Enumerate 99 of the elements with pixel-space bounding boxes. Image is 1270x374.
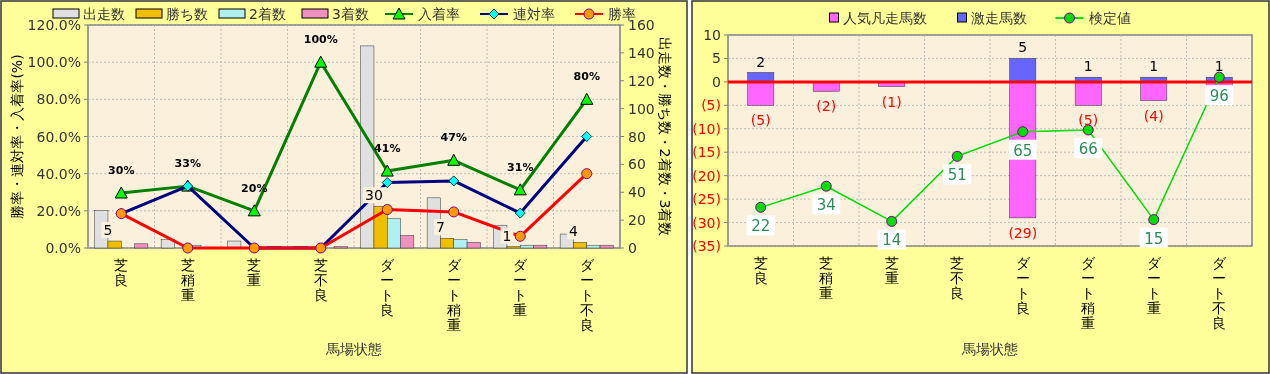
x-tick-label: 芝重 — [247, 257, 262, 288]
data-label: (1) — [881, 93, 902, 110]
point — [820, 180, 832, 192]
data-label: 14 — [882, 231, 902, 250]
data-label: 22 — [751, 217, 771, 236]
data-label: 5 — [1018, 39, 1028, 56]
data-label: 15 — [1144, 229, 1164, 248]
x-tick-label: 芝稍重 — [180, 257, 195, 303]
x-axis-title: 馬場状態 — [961, 341, 1018, 357]
x-tick-label: ダート重 — [1146, 255, 1162, 316]
y2-tick-label: 0 — [628, 240, 637, 256]
legend-label: 人気凡走馬数 — [842, 10, 927, 26]
data-label: (29) — [1008, 224, 1038, 241]
y-tick-label: 40.0% — [36, 165, 81, 182]
y2-tick-label: 140 — [628, 44, 655, 61]
legend-label: 検定値 — [1088, 10, 1131, 26]
data-label: 51 — [947, 166, 967, 185]
data-label: 31% — [507, 160, 534, 174]
y2-tick-label: 100 — [628, 100, 655, 117]
legend-label: 勝ち数 — [166, 6, 208, 22]
y-tick-label: (5) — [701, 97, 721, 114]
x-tick-label: ダート重 — [513, 257, 529, 318]
y-tick-label: (20) — [692, 167, 721, 184]
data-label: 66 — [1078, 139, 1098, 158]
bar — [1074, 81, 1102, 106]
x-tick-label: 芝良 — [753, 255, 768, 286]
data-label: 30 — [365, 187, 383, 204]
legend-label: 3着数 — [332, 6, 369, 22]
data-label: 100% — [303, 33, 338, 47]
y-tick-label: 0 — [712, 73, 721, 90]
x-axis-title: 馬場状態 — [325, 341, 382, 357]
x-tick-label: ダート不良 — [1212, 255, 1228, 331]
y-tick-label: 120.0% — [27, 17, 81, 33]
x-tick-label: 芝不良 — [313, 257, 328, 303]
y-tick-label: 80.0% — [36, 91, 81, 108]
data-label: 47% — [440, 131, 467, 145]
data-label: 1 — [1214, 58, 1224, 75]
bar — [160, 239, 175, 249]
data-label: 80% — [573, 70, 600, 84]
point — [886, 215, 898, 227]
data-label: 5 — [103, 222, 113, 239]
y-tick-label: (15) — [692, 144, 721, 161]
data-label: (5) — [1078, 112, 1099, 129]
data-label: 1 — [1149, 58, 1159, 75]
data-label: 7 — [435, 219, 445, 236]
bar — [812, 81, 840, 92]
x-tick-label: ダート良 — [380, 257, 396, 318]
data-label: 1 — [1083, 58, 1093, 75]
data-label: 41% — [374, 142, 401, 156]
y2-tick-label: 120 — [628, 72, 655, 89]
legend-label: 連対率 — [513, 6, 555, 22]
y-axis-title: 勝率・連対率・入着率(%) — [9, 54, 25, 219]
point — [1148, 214, 1160, 226]
data-label: 4 — [568, 223, 578, 240]
data-label: (4) — [1143, 107, 1164, 124]
y-tick-label: 60.0% — [36, 128, 81, 145]
data-label: 30% — [108, 163, 135, 177]
data-label: 1 — [502, 227, 512, 244]
bar — [134, 243, 149, 249]
y2-tick-label: 40 — [628, 184, 646, 201]
y2-tick-label: 60 — [628, 156, 646, 173]
legend-label: 激走馬数 — [970, 10, 1027, 26]
y2-tick-label: 80 — [628, 128, 646, 145]
x-tick-label: ダート稍重 — [1081, 255, 1097, 331]
x-tick-label: 芝良 — [114, 257, 129, 288]
y-tick-label: (25) — [692, 191, 721, 208]
data-label: 65 — [1013, 141, 1033, 160]
point — [1213, 71, 1225, 83]
data-label: 96 — [1209, 87, 1229, 106]
data-label: 33% — [174, 157, 201, 171]
point — [755, 201, 767, 213]
legend-label: 2着数 — [249, 6, 286, 22]
y-tick-label: 0.0% — [45, 240, 81, 256]
data-label: (5) — [750, 112, 771, 129]
y-tick-label: (30) — [692, 214, 721, 231]
x-tick-label: 芝重 — [884, 255, 899, 286]
legend-label: 入着率 — [418, 6, 460, 22]
x-tick-label: 芝不良 — [950, 255, 965, 301]
data-label: (2) — [816, 98, 837, 115]
y-tick-label: 5 — [712, 50, 721, 67]
y-tick-label: (10) — [692, 120, 721, 137]
y2-tick-label: 20 — [628, 212, 646, 229]
point — [1017, 126, 1029, 138]
y-tick-label: 10 — [703, 27, 721, 43]
data-label: 2 — [756, 53, 766, 70]
bar — [1009, 58, 1037, 83]
bar — [747, 81, 775, 106]
x-tick-label: ダート良 — [1015, 255, 1031, 316]
x-tick-label: ダート稍重 — [446, 257, 462, 333]
y-tick-label: 100.0% — [27, 54, 81, 71]
y-tick-label: (35) — [692, 238, 721, 254]
x-tick-label: 芝稍重 — [819, 255, 834, 301]
legend-label: 出走数 — [83, 6, 125, 22]
y2-axis-title: 出走数・勝ち数・2着数・3着数 — [657, 36, 673, 237]
data-label: 34 — [816, 196, 836, 215]
x-tick-label: ダート不良 — [579, 257, 595, 333]
y-tick-label: 20.0% — [36, 202, 81, 219]
point — [951, 150, 963, 162]
bar — [1140, 81, 1168, 101]
